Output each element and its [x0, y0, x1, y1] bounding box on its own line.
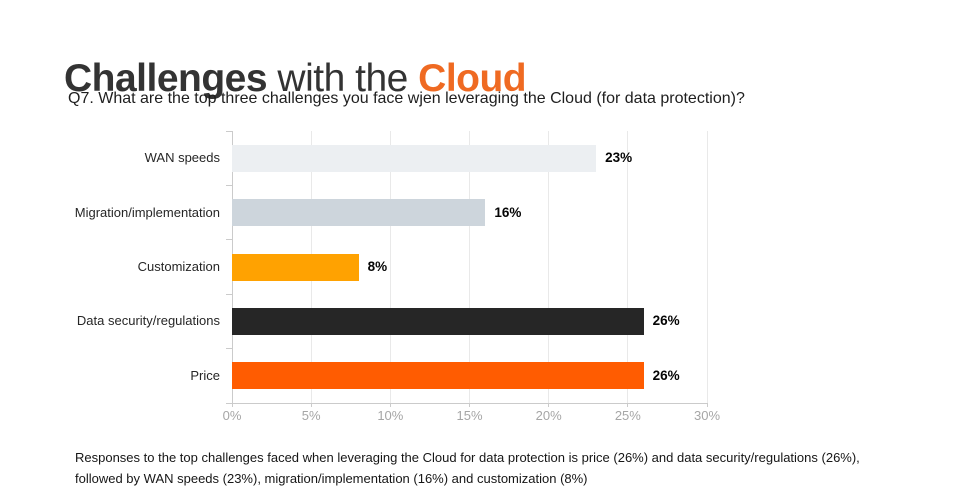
chart-subtitle: Q7. What are the top three challenges yo…: [68, 90, 745, 107]
gridline: [389, 131, 391, 403]
y-axis-tick: [226, 239, 232, 241]
bar-value-label: 8%: [367, 259, 388, 274]
bar-value-label: 16%: [494, 204, 522, 220]
page-title: Challenges with the Cloud: [64, 57, 527, 101]
x-tick-label: 30%: [693, 408, 721, 423]
x-tick-label: 15%: [456, 408, 483, 423]
x-axis-tick: [310, 403, 312, 407]
page-title-accent: Cloud: [418, 57, 527, 101]
x-axis-tick: [231, 403, 233, 407]
bar: [232, 253, 359, 281]
x-axis-tick: [706, 403, 708, 407]
page-title-regular: with the: [267, 57, 419, 101]
y-axis-tick: [226, 348, 232, 350]
x-axis-tick: [548, 403, 550, 407]
bar-value-label: 23%: [605, 150, 633, 166]
x-axis-line: [232, 403, 707, 404]
x-axis-tick: [627, 403, 629, 407]
x-tick-label: 0%: [222, 408, 242, 423]
bar-category-label: Data security/regulations: [76, 313, 220, 329]
bar-category-label: Migration/implementation: [74, 204, 220, 220]
x-axis-tick: [389, 403, 391, 407]
bar-category-label: WAN speeds: [144, 150, 220, 166]
summary-text: Responses to the top challenges faced wh…: [75, 450, 860, 486]
y-axis-tick: [226, 402, 232, 404]
gridline: [548, 131, 550, 403]
x-tick-label: 20%: [535, 408, 562, 423]
x-axis-tick: [469, 403, 470, 407]
bar-value-label: 26%: [652, 367, 680, 383]
gridline: [469, 131, 470, 403]
x-tick-label: 10%: [377, 408, 404, 423]
bar: [232, 144, 597, 172]
bar: [232, 362, 644, 390]
x-tick-label: 5%: [301, 408, 321, 423]
y-axis-tick: [226, 184, 232, 186]
bar-category-label: Customization: [137, 259, 220, 274]
y-axis-tick: [226, 130, 232, 132]
page-title-bold: Challenges: [64, 57, 268, 101]
x-tick-label: 25%: [614, 408, 641, 423]
bar-category-label: Price: [190, 367, 220, 383]
bar: [232, 307, 644, 335]
bar: [232, 199, 486, 227]
bar-value-label: 26%: [652, 313, 680, 329]
y-axis-tick: [226, 293, 232, 295]
gridline: [627, 131, 629, 403]
gridline: [706, 131, 708, 403]
